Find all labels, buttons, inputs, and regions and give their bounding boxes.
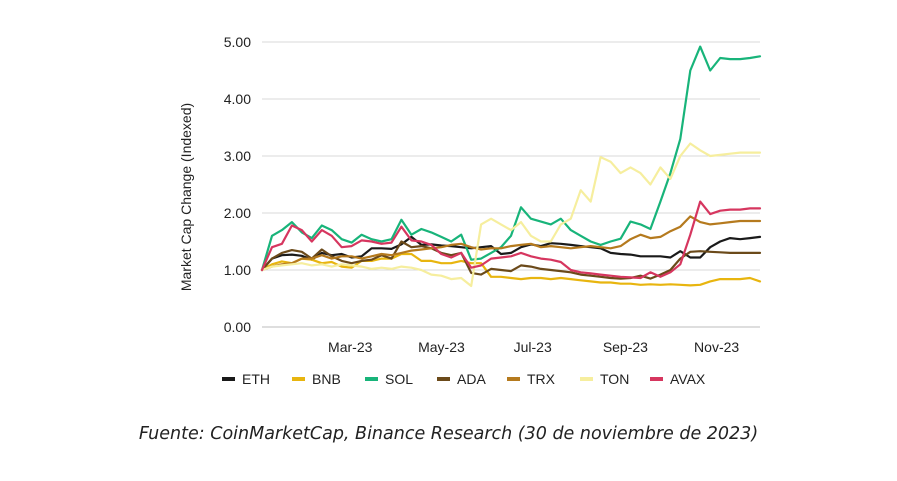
legend-label: BNB [312, 371, 341, 387]
source-caption: Fuente: CoinMarketCap, Binance Research … [138, 424, 759, 444]
x-tick-label: Nov-23 [694, 339, 739, 355]
series-line-trx [260, 215, 762, 272]
series-line-ada [260, 240, 762, 280]
series-line-eth [260, 235, 762, 272]
series-line-bnb [260, 252, 762, 287]
y-axis-ticks: 0.00 1.00 2.00 3.00 4.00 5.00 [224, 34, 251, 335]
legend-label: AVAX [670, 371, 706, 387]
legend-label: TON [600, 371, 629, 387]
x-tick-label: May-23 [418, 339, 465, 355]
gridlines [262, 41, 760, 328]
y-axis-title: Market Cap Change (Indexed) [178, 103, 194, 291]
y-tick-label: 5.00 [224, 34, 251, 50]
y-tick-label: 4.00 [224, 91, 251, 107]
series-line-avax [260, 200, 762, 280]
series-lines [260, 45, 762, 288]
y-tick-label: 0.00 [224, 319, 251, 335]
y-tick-label: 1.00 [224, 262, 251, 278]
y-tick-label: 3.00 [224, 148, 251, 164]
legend-label: SOL [385, 371, 413, 387]
x-tick-label: Sep-23 [603, 339, 648, 355]
x-tick-label: Jul-23 [514, 339, 552, 355]
series-line-sol [260, 45, 762, 272]
x-tick-label: Mar-23 [328, 339, 373, 355]
y-tick-label: 2.00 [224, 205, 251, 221]
legend-label: TRX [527, 371, 556, 387]
series-line-ton [260, 142, 762, 288]
line-chart: 0.00 1.00 2.00 3.00 4.00 5.00 Mar-23 May-23 Jul… [178, 34, 762, 387]
legend-label: ADA [457, 371, 486, 387]
x-axis-ticks: Mar-23 May-23 Jul-23 Sep-23 Nov-23 [328, 339, 739, 355]
legend-label: ETH [242, 371, 270, 387]
legend: ETH BNB SOL ADA TRX TON AVAX [222, 371, 706, 387]
